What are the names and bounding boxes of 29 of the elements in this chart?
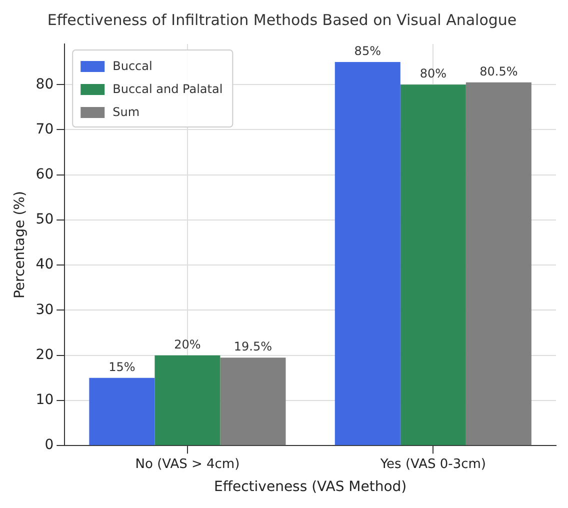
y-tick-label: 80 [36,76,54,92]
bar [400,84,466,446]
bar [334,62,400,446]
x-tick-label: Yes (VAS 0-3cm) [379,456,486,472]
y-tick-label: 40 [36,256,54,273]
data-label: 20% [174,337,201,352]
legend-label: Sum [112,105,140,120]
data-label: 80% [420,66,446,81]
legend-label: Buccal and Palatal [112,82,223,96]
bar [89,378,155,446]
y-tick-label: 20 [36,346,54,363]
x-tick-label: No (VAS > 4cm) [135,456,240,472]
y-tick-label: 50 [36,212,54,228]
x-axis-title: Effectiveness (VAS Method) [214,479,407,496]
y-tick-label: 30 [36,302,54,318]
y-axis-title: Percentage (%) [12,191,28,299]
data-label: 80.5% [480,64,518,78]
data-label: 15% [108,360,136,374]
legend-label: Buccal [112,59,152,74]
bar [220,358,286,446]
y-tick-label: 60 [36,166,54,182]
bar [154,355,220,446]
y-tick-label: 70 [36,121,54,138]
y-tick-label: 0 [44,437,54,454]
bar [466,82,532,446]
data-label: 19.5% [234,340,272,354]
data-label: 85% [354,44,381,58]
chart-title: Effectiveness of Infiltration Methods Based on Visual Analogue [47,10,517,29]
y-tick-label: 10 [36,392,54,408]
